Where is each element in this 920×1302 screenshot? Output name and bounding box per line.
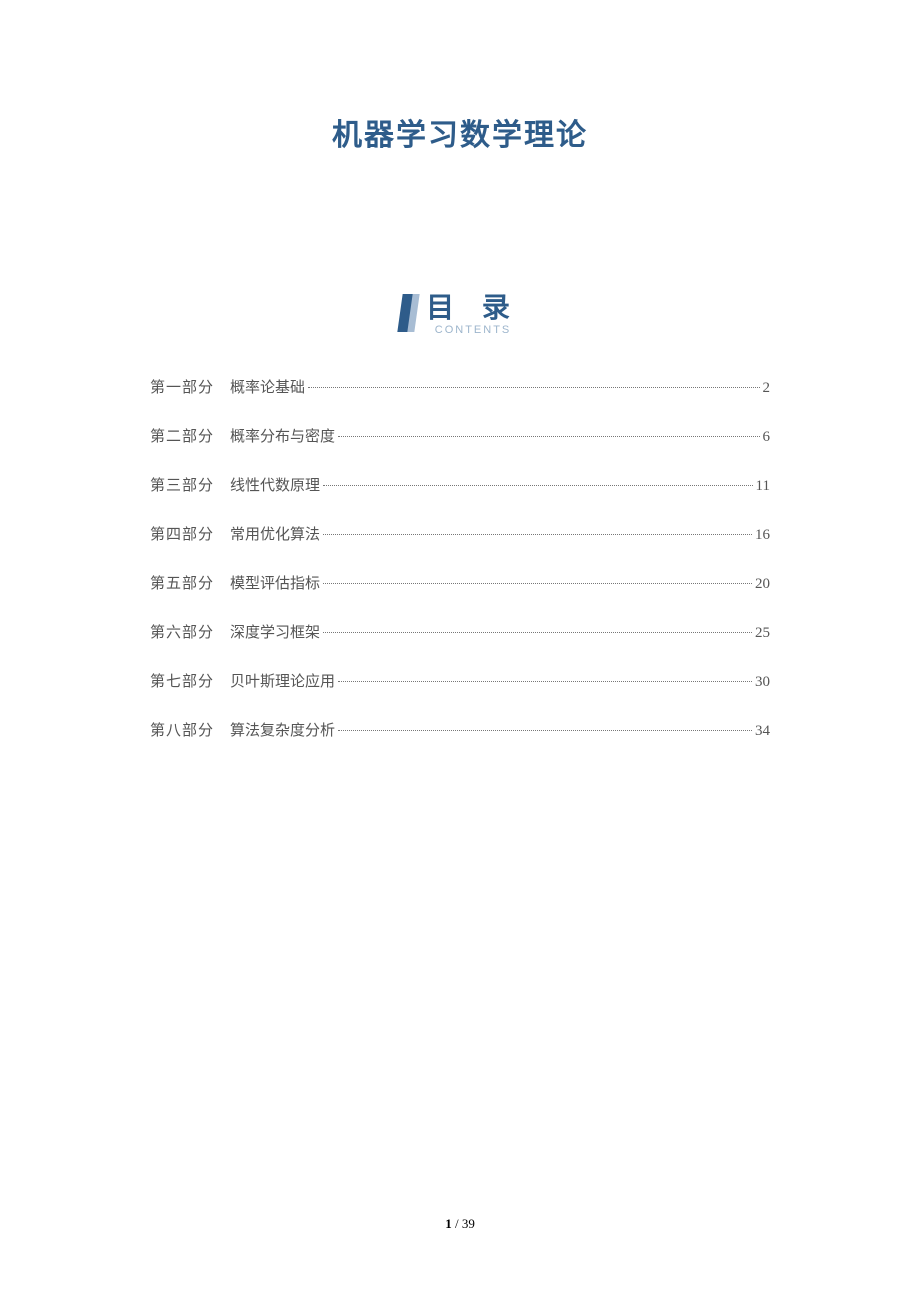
toc-title-cn: 目 录 [426, 294, 520, 322]
toc-leader-dots [338, 436, 759, 437]
toc-list: 第一部分 概率论基础 2 第二部分 概率分布与密度 6 第三部分 线性代数原理 … [150, 376, 770, 740]
toc-leader-dots [323, 534, 752, 535]
toc-leader-dots [308, 387, 759, 388]
toc-part-label: 第七部分 [150, 670, 214, 691]
toc-item: 第一部分 概率论基础 2 [150, 376, 770, 397]
toc-page-number: 25 [755, 625, 770, 642]
page-sep: / [452, 1216, 462, 1231]
toc-leader-dots [323, 485, 753, 486]
toc-part-label: 第五部分 [150, 572, 214, 593]
toc-item: 第六部分 深度学习框架 25 [150, 621, 770, 642]
bookmark-icon [400, 294, 418, 334]
toc-part-label: 第一部分 [150, 376, 214, 397]
toc-page-number: 2 [763, 380, 771, 397]
toc-part-label: 第三部分 [150, 474, 214, 495]
toc-item: 第七部分 贝叶斯理论应用 30 [150, 670, 770, 691]
toc-chapter-label: 概率分布与密度 [230, 425, 335, 446]
toc-page-number: 16 [755, 527, 770, 544]
toc-part-label: 第四部分 [150, 523, 214, 544]
toc-leader-dots [338, 730, 752, 731]
toc-title-en: CONTENTS [435, 324, 512, 336]
page-total: 39 [462, 1216, 475, 1231]
toc-chapter-label: 线性代数原理 [230, 474, 320, 495]
toc-chapter-label: 深度学习框架 [230, 621, 320, 642]
toc-part-label: 第八部分 [150, 719, 214, 740]
toc-leader-dots [323, 583, 752, 584]
toc-item: 第三部分 线性代数原理 11 [150, 474, 770, 495]
toc-leader-dots [323, 632, 752, 633]
toc-part-label: 第六部分 [150, 621, 214, 642]
page-footer: 1 / 39 [0, 1216, 920, 1232]
toc-item: 第五部分 模型评估指标 20 [150, 572, 770, 593]
toc-chapter-label: 概率论基础 [230, 376, 305, 397]
toc-chapter-label: 算法复杂度分析 [230, 719, 335, 740]
toc-chapter-label: 贝叶斯理论应用 [230, 670, 335, 691]
toc-leader-dots [338, 681, 752, 682]
toc-item: 第八部分 算法复杂度分析 34 [150, 719, 770, 740]
toc-header: 目 录 CONTENTS [0, 294, 920, 336]
toc-title-wrap: 目 录 CONTENTS [426, 294, 520, 336]
toc-page-number: 30 [755, 674, 770, 691]
toc-item: 第四部分 常用优化算法 16 [150, 523, 770, 544]
toc-page-number: 34 [755, 723, 770, 740]
toc-page-number: 20 [755, 576, 770, 593]
toc-chapter-label: 模型评估指标 [230, 572, 320, 593]
toc-chapter-label: 常用优化算法 [230, 523, 320, 544]
toc-item: 第二部分 概率分布与密度 6 [150, 425, 770, 446]
toc-part-label: 第二部分 [150, 425, 214, 446]
page-title: 机器学习数学理论 [0, 0, 920, 154]
toc-page-number: 11 [756, 478, 770, 495]
toc-page-number: 6 [763, 429, 771, 446]
